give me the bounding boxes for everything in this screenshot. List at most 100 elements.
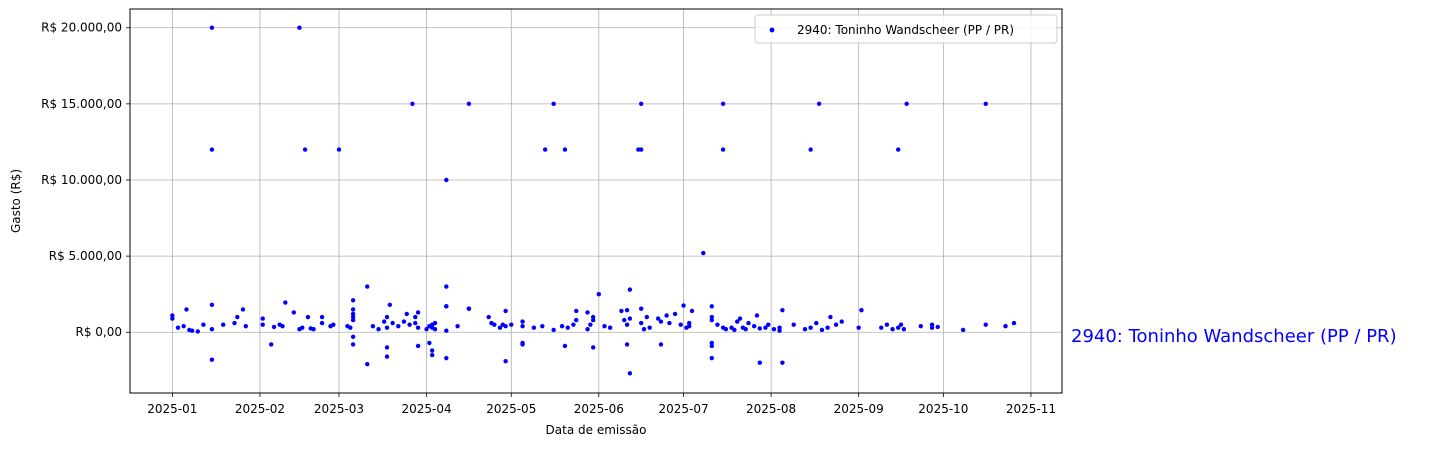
data-point — [780, 307, 785, 313]
data-point — [305, 314, 311, 320]
data-point — [715, 322, 720, 327]
data-point — [415, 325, 421, 330]
data-point — [444, 304, 449, 309]
data-point — [856, 325, 861, 330]
data-point — [658, 319, 664, 324]
data-point — [404, 311, 409, 317]
data-point — [269, 342, 274, 347]
data-point — [260, 316, 265, 321]
data-point — [701, 250, 706, 256]
data-point — [209, 357, 215, 362]
data-point — [709, 304, 714, 309]
data-point — [170, 316, 175, 321]
data-point — [918, 323, 923, 329]
data-point — [780, 360, 785, 365]
data-point — [766, 322, 771, 327]
legend: 2940: Toninho Wandscheer (PP / PR) — [754, 14, 1058, 44]
data-point — [381, 319, 387, 324]
data-point — [624, 342, 630, 347]
data-point — [689, 308, 695, 314]
x-tick-label: 2025-10 — [918, 402, 968, 416]
data-point — [898, 322, 904, 327]
data-point — [627, 371, 633, 376]
y-axis-label: Gasto (R$) — [9, 169, 23, 233]
data-point — [624, 322, 630, 327]
data-point — [638, 306, 644, 311]
data-point — [624, 307, 630, 313]
data-point — [808, 325, 813, 330]
data-point — [590, 317, 596, 323]
data-point — [520, 323, 525, 329]
data-point — [503, 323, 508, 329]
data-point — [396, 323, 401, 329]
data-point — [243, 323, 248, 329]
data-point — [901, 327, 907, 332]
data-point — [209, 302, 215, 308]
x-tick-label: 2025-11 — [1006, 402, 1056, 416]
data-point — [410, 101, 415, 107]
data-point — [365, 284, 370, 289]
data-point — [350, 342, 356, 347]
data-point — [195, 329, 200, 334]
data-point — [641, 327, 647, 332]
data-point — [384, 314, 390, 320]
data-point — [839, 319, 844, 324]
data-point — [350, 317, 356, 323]
data-point — [571, 322, 576, 327]
data-point — [709, 340, 714, 346]
data-point — [808, 147, 813, 152]
data-point — [503, 358, 508, 364]
data-point — [350, 314, 356, 320]
x-tick-label: 2025-03 — [314, 402, 364, 416]
data-point — [720, 101, 726, 107]
data-point — [542, 147, 548, 152]
data-point — [895, 325, 901, 330]
data-point — [201, 322, 206, 327]
data-point — [429, 348, 435, 353]
data-point — [828, 314, 833, 320]
data-point — [413, 320, 418, 326]
x-axis-label: Data de emissão — [546, 423, 647, 437]
data-point — [492, 322, 497, 327]
data-point — [283, 300, 288, 305]
data-point — [681, 303, 686, 308]
data-point — [455, 323, 460, 329]
data-point — [531, 325, 537, 330]
y-tick-label: R$ 20.000,00 — [41, 21, 122, 35]
data-point — [763, 325, 768, 330]
x-tick-label: 2025-01 — [147, 402, 197, 416]
data-point — [407, 322, 412, 327]
data-point — [370, 323, 376, 329]
data-point — [509, 322, 514, 327]
data-point — [709, 317, 714, 323]
legend-box — [754, 14, 1058, 44]
data-point — [170, 313, 175, 318]
data-point — [884, 322, 890, 327]
data-point — [802, 327, 808, 332]
axes-frame — [129, 8, 1063, 394]
data-point — [390, 320, 395, 326]
data-point — [667, 320, 672, 326]
data-point — [833, 322, 839, 327]
data-point — [350, 334, 356, 340]
data-point — [935, 324, 940, 330]
data-point — [486, 314, 491, 320]
data-point — [350, 298, 356, 303]
data-point — [791, 322, 796, 327]
y-tick-label: R$ 0,00 — [75, 325, 122, 339]
data-point — [709, 314, 714, 320]
data-point — [607, 325, 613, 330]
data-point — [466, 101, 472, 107]
data-point — [895, 147, 901, 152]
data-point — [384, 325, 390, 330]
data-point — [302, 147, 308, 152]
data-point — [503, 308, 508, 314]
data-point — [413, 314, 418, 320]
data-point — [319, 320, 325, 326]
data-point — [209, 25, 215, 30]
data-point — [466, 306, 472, 311]
data-point — [687, 320, 692, 326]
data-point — [427, 340, 432, 346]
data-point — [879, 325, 884, 330]
